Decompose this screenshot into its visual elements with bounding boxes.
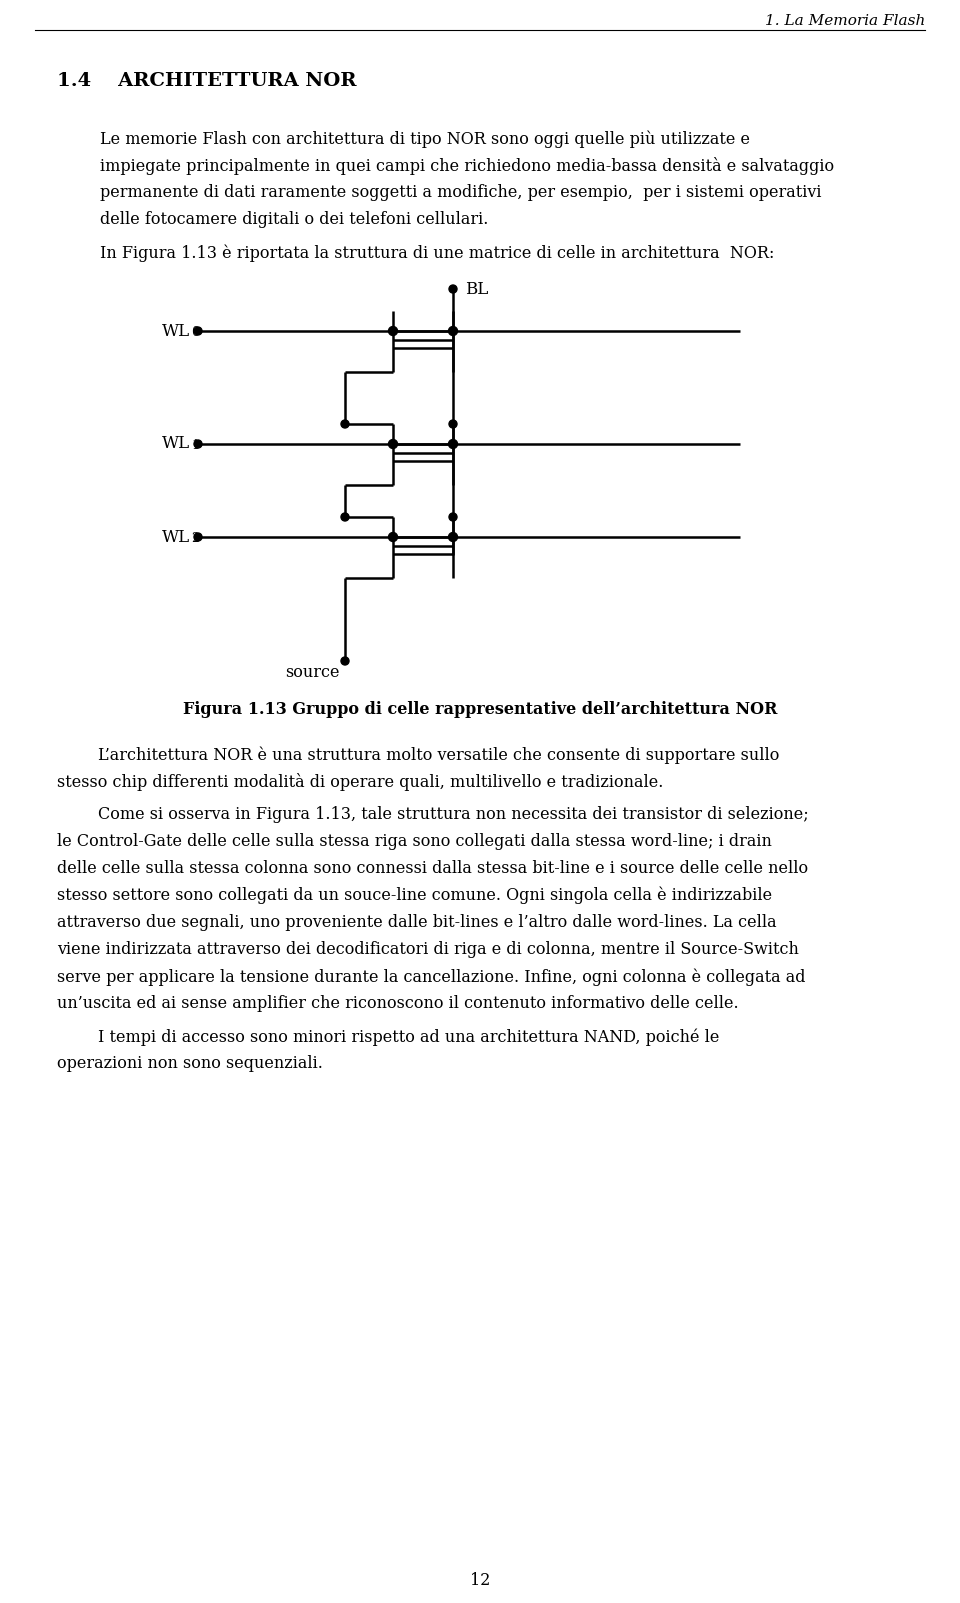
Circle shape — [449, 285, 457, 293]
Text: delle celle sulla stessa colonna sono connessi dalla stessa bit-line e i source : delle celle sulla stessa colonna sono co… — [57, 859, 808, 877]
Text: 1. La Memoria Flash: 1. La Memoria Flash — [764, 14, 925, 27]
Text: L’architettura NOR è una struttura molto versatile che consente di supportare su: L’architettura NOR è una struttura molto… — [57, 745, 780, 763]
Text: BL: BL — [465, 281, 489, 298]
Circle shape — [194, 439, 202, 447]
Text: delle fotocamere digitali o dei telefoni cellulari.: delle fotocamere digitali o dei telefoni… — [100, 212, 489, 228]
Text: 0: 0 — [191, 325, 199, 338]
Text: WL: WL — [162, 529, 190, 545]
Circle shape — [449, 513, 457, 521]
Text: In Figura 1.13 è riportata la struttura di une matrice di celle in architettura : In Figura 1.13 è riportata la struttura … — [100, 244, 775, 261]
Text: 2: 2 — [191, 532, 199, 545]
Circle shape — [341, 513, 349, 521]
Text: 12: 12 — [469, 1573, 491, 1589]
Text: I tempi di accesso sono minori rispetto ad una architettura NAND, poiché le: I tempi di accesso sono minori rispetto … — [57, 1028, 719, 1045]
Circle shape — [448, 327, 458, 335]
Text: serve per applicare la tensione durante la cancellazione. Infine, ogni colonna è: serve per applicare la tensione durante … — [57, 968, 805, 986]
Circle shape — [389, 327, 397, 335]
Text: operazioni non sono sequenziali.: operazioni non sono sequenziali. — [57, 1055, 323, 1072]
Text: un’uscita ed ai sense amplifier che riconoscono il contenuto informativo delle c: un’uscita ed ai sense amplifier che rico… — [57, 995, 738, 1011]
Circle shape — [389, 439, 397, 449]
Text: 1: 1 — [191, 439, 199, 452]
Text: impiegate principalmente in quei campi che richiedono media-bassa densità e salv: impiegate principalmente in quei campi c… — [100, 157, 834, 175]
Text: Le memorie Flash con architettura di tipo NOR sono oggi quelle più utilizzate e: Le memorie Flash con architettura di tip… — [100, 130, 750, 147]
Text: WL: WL — [162, 436, 190, 452]
Circle shape — [194, 534, 202, 540]
Circle shape — [449, 420, 457, 428]
Text: viene indirizzata attraverso dei decodificatori di riga e di colonna, mentre il : viene indirizzata attraverso dei decodif… — [57, 941, 799, 959]
Circle shape — [448, 439, 458, 449]
Circle shape — [194, 327, 202, 335]
Text: 1.4    ARCHITETTURA NOR: 1.4 ARCHITETTURA NOR — [57, 72, 356, 90]
Text: Figura 1.13 Gruppo di celle rappresentative dell’architettura NOR: Figura 1.13 Gruppo di celle rappresentat… — [182, 701, 778, 718]
Text: stesso chip differenti modalità di operare quali, multilivello e tradizionale.: stesso chip differenti modalità di opera… — [57, 773, 663, 790]
Circle shape — [341, 420, 349, 428]
Text: attraverso due segnali, uno proveniente dalle bit-lines e l’altro dalle word-lin: attraverso due segnali, uno proveniente … — [57, 914, 777, 931]
Text: le Control-Gate delle celle sulla stessa riga sono collegati dalla stessa word-l: le Control-Gate delle celle sulla stessa… — [57, 834, 772, 850]
Circle shape — [341, 657, 349, 665]
Text: stesso settore sono collegati da un souce-line comune. Ogni singola cella è indi: stesso settore sono collegati da un souc… — [57, 886, 772, 904]
Circle shape — [389, 532, 397, 542]
Text: Come si osserva in Figura 1.13, tale struttura non necessita dei transistor di s: Come si osserva in Figura 1.13, tale str… — [57, 806, 808, 822]
Text: source: source — [285, 664, 340, 681]
Circle shape — [448, 532, 458, 542]
Text: permanente di dati raramente soggetti a modifiche, per esempio,  per i sistemi o: permanente di dati raramente soggetti a … — [100, 184, 822, 200]
Text: WL: WL — [162, 322, 190, 340]
